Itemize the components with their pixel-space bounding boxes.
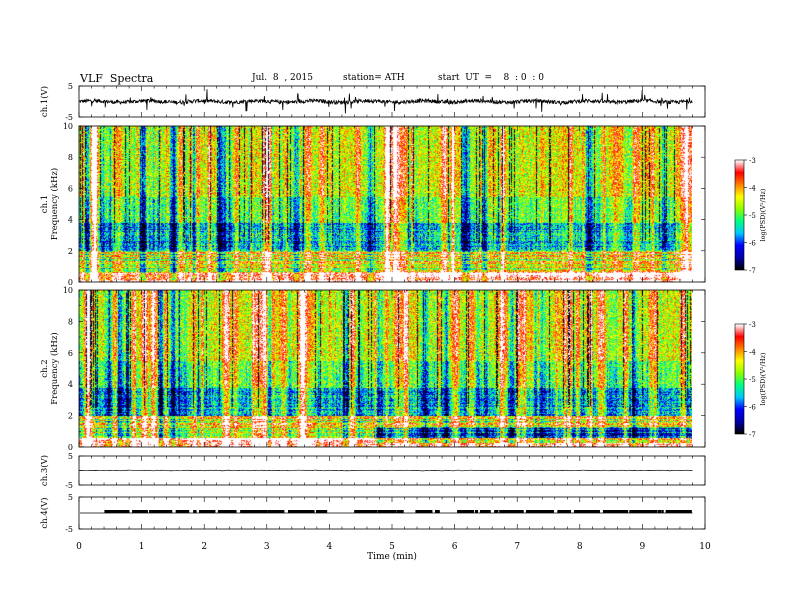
ch4-pulse bbox=[525, 510, 554, 513]
y-axis-label: ch.4(V) bbox=[39, 497, 50, 528]
x-tick-label: 8 bbox=[577, 542, 583, 552]
ch4-pulse bbox=[199, 510, 216, 513]
ch4-pulse bbox=[217, 510, 237, 513]
y-tick-label: 8 bbox=[68, 153, 73, 162]
ch4-pulse bbox=[288, 510, 315, 513]
start-time-label: start UT = 8 : 0 : 0 bbox=[438, 73, 544, 83]
y-axis-label: ch.1(V) bbox=[39, 86, 50, 117]
y-axis-label: Frequency (kHz) bbox=[49, 168, 60, 240]
spectrogram-image bbox=[79, 290, 692, 447]
ch4-pulse bbox=[396, 510, 404, 513]
ch4-pulse bbox=[434, 510, 440, 513]
x-tick-label: 2 bbox=[201, 542, 207, 552]
y-tick-label: 10 bbox=[63, 122, 73, 131]
ch4-pulse bbox=[315, 510, 328, 513]
ch4-pulse bbox=[457, 510, 474, 513]
ch4-pulse bbox=[267, 510, 285, 513]
ch4-pulse bbox=[494, 510, 499, 513]
y-tick-label: -5 bbox=[65, 525, 73, 534]
x-tick-label: 0 bbox=[76, 542, 82, 552]
y-axis-label: Frequency (kHz) bbox=[49, 332, 60, 404]
x-tick-label: 4 bbox=[327, 542, 333, 552]
ch4-pulse bbox=[661, 510, 664, 513]
x-tick-label: 6 bbox=[452, 542, 458, 552]
colorbar-tick-label: -3 bbox=[749, 157, 756, 165]
y-tick-label: 2 bbox=[68, 412, 73, 421]
colorbar-tick-label: -7 bbox=[749, 267, 756, 275]
y-tick-label: -5 bbox=[65, 481, 73, 490]
colorbar-label: log(PSD)(V²/Hz) bbox=[759, 188, 767, 241]
y-tick-label: 2 bbox=[68, 247, 73, 256]
y-tick-label: 6 bbox=[68, 184, 73, 193]
y-tick-label: 0 bbox=[68, 278, 73, 287]
ch4-pulse bbox=[354, 510, 378, 513]
ch4-pulse bbox=[665, 510, 692, 513]
colorbar-tick-label: -3 bbox=[749, 321, 756, 329]
x-tick-label: 9 bbox=[640, 542, 646, 552]
colorbar-tick-label: -5 bbox=[749, 376, 756, 384]
ch4-pulse bbox=[132, 510, 148, 513]
ch4-pulse bbox=[415, 510, 433, 513]
x-tick-label: 10 bbox=[699, 542, 711, 552]
date-label: Jul. 8 , 2015 bbox=[252, 73, 313, 83]
ch4-pulse bbox=[377, 510, 397, 513]
x-tick-label: 1 bbox=[139, 542, 145, 552]
station-label: station= ATH bbox=[343, 73, 405, 83]
colorbar-image bbox=[735, 160, 744, 270]
ch4-pulse bbox=[175, 510, 190, 513]
ch4-pulse bbox=[557, 510, 572, 513]
y-tick-label: 4 bbox=[68, 216, 73, 225]
ch4-pulse bbox=[479, 510, 491, 513]
ch4-pulse bbox=[499, 510, 524, 513]
y-tick-label: 10 bbox=[63, 286, 73, 295]
y-tick-label: 0 bbox=[68, 443, 73, 452]
ch4-pulse bbox=[629, 510, 658, 513]
colorbar-tick-label: -5 bbox=[749, 212, 756, 220]
colorbar-tick-label: -6 bbox=[749, 240, 756, 248]
y-tick-label: 6 bbox=[68, 349, 73, 358]
colorbar-tick-label: -4 bbox=[749, 185, 756, 193]
y-tick-label: 5 bbox=[68, 493, 73, 502]
ch4-pulse bbox=[657, 510, 662, 513]
y-tick-label: 4 bbox=[68, 380, 73, 389]
x-tick-label: 7 bbox=[514, 542, 520, 552]
x-tick-label: 3 bbox=[264, 542, 270, 552]
ch4-pulse bbox=[104, 510, 130, 513]
y-tick-label: -5 bbox=[65, 113, 73, 122]
x-tick-label: 5 bbox=[389, 542, 395, 552]
y-tick-label: 8 bbox=[68, 317, 73, 326]
chart-title: VLF Spectra bbox=[80, 72, 154, 85]
y-tick-label: 5 bbox=[68, 452, 73, 461]
y-axis-label: ch.1 bbox=[40, 195, 50, 213]
ch4-pulse bbox=[240, 510, 268, 513]
ch4-pulse bbox=[474, 510, 479, 513]
spectrogram-image bbox=[79, 126, 692, 282]
ch4-pulse bbox=[602, 510, 629, 513]
y-axis-label: ch.2 bbox=[40, 359, 50, 377]
ch3-trace bbox=[78, 469, 693, 472]
ch4-pulse bbox=[149, 510, 173, 513]
y-tick-label: 5 bbox=[68, 82, 73, 91]
colorbar-tick-label: -6 bbox=[749, 404, 756, 412]
y-axis-label: ch.3(V) bbox=[39, 455, 50, 486]
colorbar-tick-label: -7 bbox=[749, 431, 756, 439]
x-axis-label: Time (min) bbox=[367, 551, 417, 562]
ch4-pulse bbox=[573, 510, 600, 513]
ch1-trace bbox=[78, 89, 693, 114]
colorbar-tick-label: -4 bbox=[749, 349, 756, 357]
colorbar-image bbox=[735, 324, 744, 434]
colorbar-label: log(PSD)(V²/Hz) bbox=[759, 352, 767, 405]
ch4-pulse bbox=[193, 510, 197, 513]
